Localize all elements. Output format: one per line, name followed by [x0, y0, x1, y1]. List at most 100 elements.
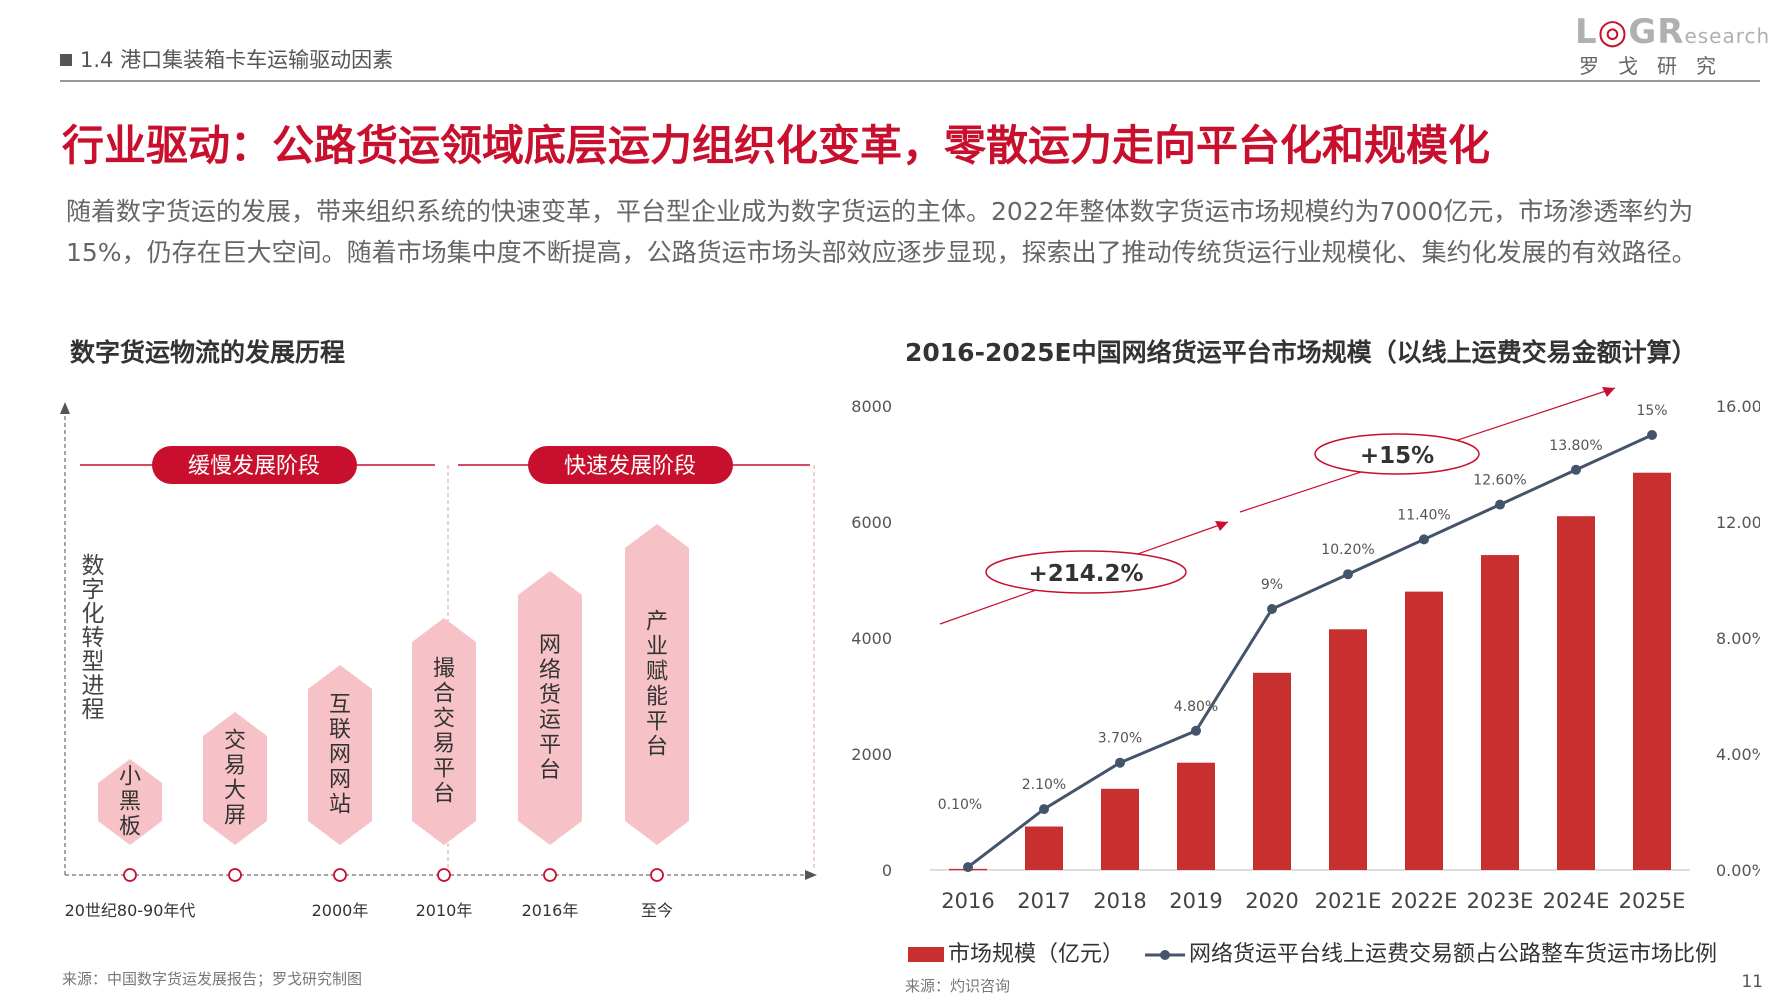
category-label: 2021E	[1315, 889, 1382, 913]
stage-slow-pill	[152, 446, 357, 484]
page-title: 行业驱动：公路货运领域底层运力组织化变革，零散运力走向平台化和规模化	[62, 121, 1491, 170]
ratio-point	[1419, 534, 1429, 545]
milestone-label: 小黑板	[119, 765, 141, 840]
category-label: 2023E	[1467, 889, 1534, 913]
legend-bar-swatch	[908, 947, 944, 962]
ratio-data-label: 0.10%	[938, 797, 982, 813]
bar	[1329, 629, 1367, 870]
category-label: 2017	[1017, 889, 1070, 913]
milestone-dot	[543, 868, 557, 882]
category-label: 2022E	[1391, 889, 1458, 913]
category-label: 2024E	[1543, 889, 1610, 913]
bar	[1481, 555, 1519, 870]
bar	[1633, 472, 1671, 870]
header-divider	[60, 80, 1760, 82]
stage-fast-label: 快速发展阶段	[564, 454, 696, 479]
milestone-label: 网络货运平台	[539, 633, 561, 783]
ratio-point	[1495, 499, 1505, 510]
timeline-y-label: 数字化转型进程	[77, 553, 105, 721]
ratio-point	[1267, 604, 1277, 614]
category-label: 2019	[1169, 889, 1222, 913]
ratio-data-label: 10.20%	[1321, 542, 1374, 558]
milestone-shape	[98, 759, 162, 845]
legend-line-swatch	[1145, 950, 1186, 960]
milestone-time: 至今	[641, 901, 673, 920]
bars-group	[949, 472, 1671, 871]
bar	[1177, 762, 1215, 870]
bar	[1557, 516, 1595, 870]
growth-ellipse-1	[985, 550, 1187, 594]
milestone-dot	[333, 868, 347, 882]
milestone-dot	[437, 868, 451, 882]
bar	[1253, 672, 1291, 870]
ratio-data-label: 2.10%	[1022, 777, 1066, 793]
milestone-shape	[203, 712, 267, 845]
ratio-point	[1343, 569, 1353, 580]
y-left-tick: 4000	[851, 629, 892, 648]
ratio-data-label: 11.40%	[1397, 507, 1450, 523]
y-right-tick: 12.00%	[1716, 513, 1760, 532]
logo-wordmark: L◎GResearch	[1575, 12, 1771, 52]
chart-title: 2016-2025E中国网络货运平台市场规模（以线上运费交易金额计算）	[905, 338, 1697, 367]
ratio-data-label: 3.70%	[1098, 731, 1142, 747]
y-right-tick: 0.00%	[1716, 861, 1760, 880]
milestone-time: 2016年	[522, 901, 579, 920]
y-axis-arrow-icon	[60, 402, 70, 414]
y-left-tick: 8000	[851, 397, 892, 416]
x-axis-arrow-icon	[805, 870, 817, 880]
category-label: 2020	[1245, 889, 1298, 913]
milestone-dot	[650, 868, 664, 882]
section-text: 1.4 港口集装箱卡车运输驱动因素	[80, 48, 394, 72]
legend-bar-label: 市场规模（亿元）	[948, 942, 1125, 967]
ratio-point	[963, 862, 973, 873]
y-left-ticks: 0 2000 4000 6000 8000	[851, 397, 892, 880]
milestones-group: 小黑板 20世纪80-90年代 交易大屏 互联网网站 2000年 撮合交易平台 2010年 网…	[65, 524, 689, 920]
milestone-time: 2010年	[416, 901, 473, 920]
growth-annotation-2: +15%	[1360, 443, 1434, 469]
bar	[1025, 826, 1063, 870]
category-label: 2018	[1093, 889, 1146, 913]
y-left-tick: 0	[882, 861, 892, 880]
ratio-data-label: 4.80%	[1174, 699, 1218, 715]
y-left-tick: 2000	[851, 745, 892, 764]
milestone-label: 产业赋能平台	[646, 610, 668, 760]
milestone-shape	[412, 618, 476, 845]
category-labels: 2016 2017 2018 2019 2020 2021E 2022E 2023E 2024E…	[941, 889, 1685, 913]
ratio-data-label: 9%	[1261, 577, 1283, 593]
y-right-ticks: 0.00% 4.00% 8.00% 12.00% 16.00%	[1716, 397, 1760, 880]
growth-ellipse-2	[1314, 433, 1480, 475]
stage-slow-label: 缓慢发展阶段	[188, 454, 320, 479]
ratio-point	[1647, 430, 1657, 440]
ratio-point	[1039, 804, 1049, 815]
milestone-label: 互联网网站	[329, 693, 351, 818]
ratio-data-label: 12.60%	[1473, 473, 1526, 489]
ratio-data-label: 15%	[1636, 403, 1667, 419]
milestone-time: 2000年	[312, 901, 369, 920]
logo-subtext: 罗戈研究	[1579, 54, 1735, 78]
ratio-data-label: 13.80%	[1549, 438, 1602, 454]
growth-annotation-1: +214.2%	[1028, 561, 1143, 587]
milestone-label: 交易大屏	[224, 729, 246, 829]
timeline-diagram: 缓慢发展阶段 快速发展阶段 数字化转型进程 小黑板 20世纪80-90年代 交易大屏…	[60, 402, 817, 920]
intro-paragraph: 随着数字货运的发展，带来组织系统的快速变革，平台型企业成为数字货运的主体。202…	[66, 197, 1697, 267]
ratio-point	[1191, 725, 1201, 736]
stage-fast-pill	[528, 446, 733, 484]
section-label: 1.4 港口集装箱卡车运输驱动因素	[60, 44, 393, 74]
growth-arrow-2-head-icon	[1602, 387, 1615, 397]
y-right-tick: 16.00%	[1716, 397, 1760, 416]
milestone-label: 撮合交易平台	[433, 657, 455, 807]
ratio-point	[1115, 757, 1125, 768]
milestone-shape	[308, 665, 372, 845]
ratio-line-group: 0.10% 2.10% 3.70% 4.80% 9% 10.20% 11.40% 12.60%…	[938, 403, 1668, 873]
category-label: 2025E	[1619, 889, 1686, 913]
milestone-shape	[518, 571, 582, 845]
logo: L◎GResearch 罗戈研究	[1575, 12, 1771, 82]
chart-legend: 市场规模（亿元） 网络货运平台线上运费交易额占公路整车货运市场比例	[908, 936, 1717, 968]
left-panel-title: 数字货运物流的发展历程	[70, 338, 346, 367]
left-source: 来源：中国数字货运发展报告；罗戈研究制图	[62, 970, 363, 988]
y-left-tick: 6000	[851, 513, 892, 532]
milestone-dot	[123, 868, 137, 882]
logo-target-icon: ◎	[1597, 12, 1629, 52]
section-square-icon	[60, 54, 72, 66]
ratio-line	[967, 433, 1653, 869]
